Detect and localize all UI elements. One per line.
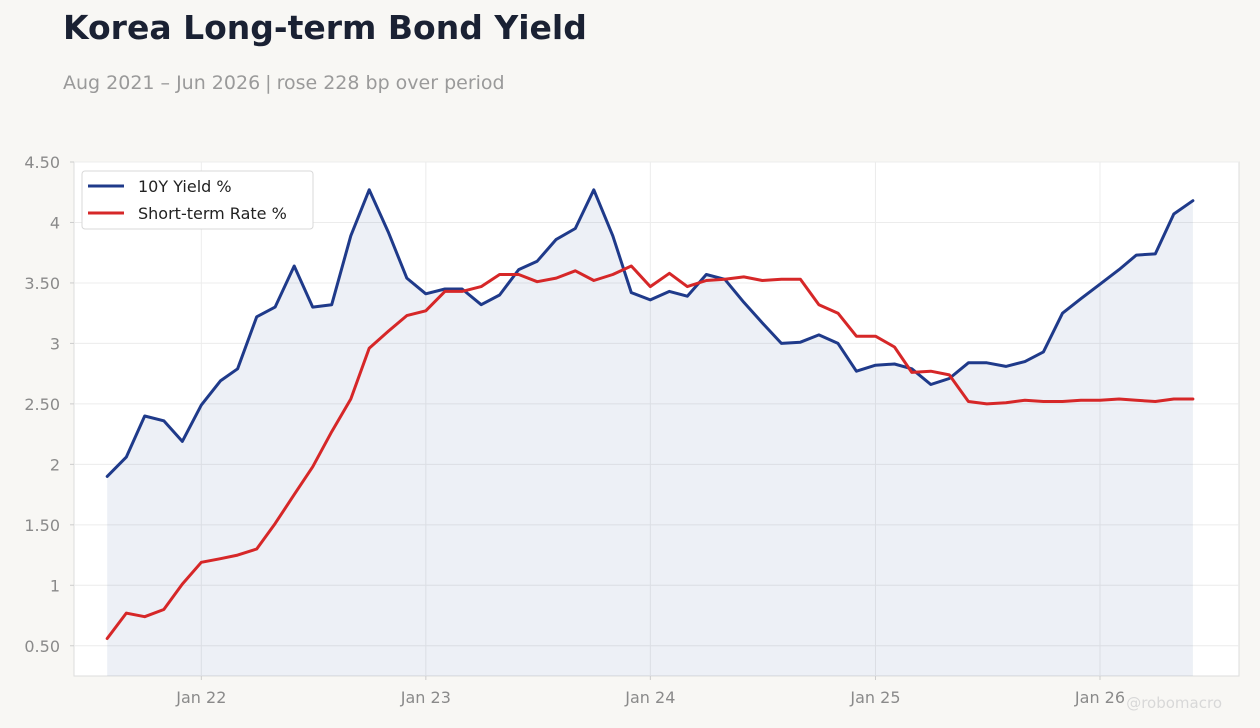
y-tick-label: 3 bbox=[50, 334, 60, 353]
y-tick-label: 1.50 bbox=[24, 516, 60, 535]
x-tick-label: Jan 26 bbox=[1074, 688, 1125, 707]
subtitle-range: Aug 2021 – Jun 2026 bbox=[63, 72, 261, 94]
x-tick-label: Jan 23 bbox=[400, 688, 451, 707]
subtitle-separator: | bbox=[265, 72, 272, 94]
chart-title: Korea Long-term Bond Yield bbox=[63, 8, 587, 47]
series-line-10y-yield bbox=[105, 188, 1195, 478]
y-tick-label: 1 bbox=[50, 576, 60, 595]
y-tick-label: 4.50 bbox=[24, 153, 60, 172]
x-tick-label: Jan 22 bbox=[175, 688, 226, 707]
y-tick-label: 4 bbox=[50, 213, 60, 232]
legend-label: 10Y Yield % bbox=[138, 177, 232, 196]
series-line-short-term-rate bbox=[105, 264, 1195, 640]
series-area-fill bbox=[107, 189, 1193, 677]
y-tick-label: 2.50 bbox=[24, 395, 60, 414]
chart-subtitle: Aug 2021 – Jun 2026 | rose 228 bp over per… bbox=[63, 72, 505, 94]
legend-label: Short-term Rate % bbox=[138, 204, 287, 223]
plot-area bbox=[73, 161, 1240, 677]
y-tick-label: 3.50 bbox=[24, 274, 60, 293]
y-tick-label: 0.50 bbox=[24, 637, 60, 656]
watermark: @robomacro bbox=[1126, 694, 1222, 712]
x-tick-label: Jan 24 bbox=[624, 688, 675, 707]
subtitle-note: rose 228 bp over period bbox=[276, 72, 505, 94]
x-tick-label: Jan 25 bbox=[849, 688, 900, 707]
y-tick-label: 2 bbox=[50, 455, 60, 474]
legend bbox=[81, 170, 314, 230]
